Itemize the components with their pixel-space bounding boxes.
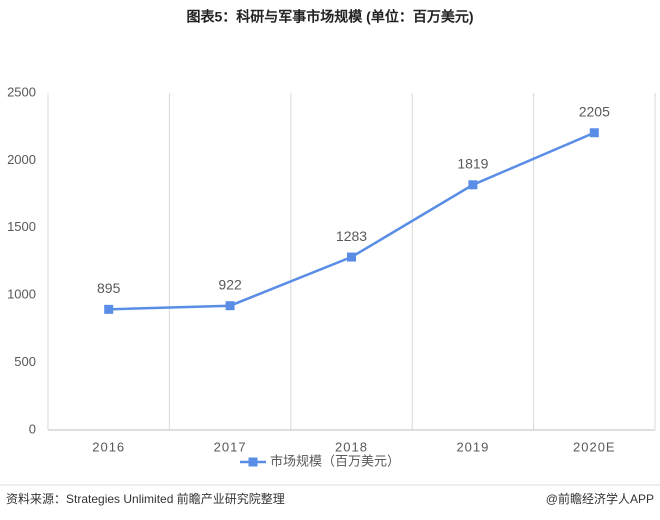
legend-label: 市场规模（百万美元） <box>270 453 400 468</box>
x-tick-label: 2020E <box>573 439 616 454</box>
data-label: 1283 <box>336 228 367 244</box>
data-label: 922 <box>218 276 242 292</box>
line <box>108 131 595 311</box>
marker <box>225 301 235 311</box>
y-tick-label: 0 <box>29 421 36 436</box>
legend-marker <box>248 457 258 467</box>
marker <box>347 252 356 262</box>
y-tick-label: 1000 <box>7 287 36 302</box>
data-label: 895 <box>97 280 121 296</box>
credit: @前瞻经济学人APP <box>546 491 654 506</box>
x-tick-label: 2018 <box>335 439 368 454</box>
y-tick-label: 2500 <box>7 84 36 99</box>
data-label: 2205 <box>579 103 610 119</box>
data-label: 1819 <box>457 156 488 172</box>
marker <box>104 304 114 314</box>
x-tick-label: 2019 <box>456 439 489 454</box>
y-tick-label: 2000 <box>7 152 36 167</box>
y-tick-label: 1500 <box>7 219 36 234</box>
y-tick-label: 500 <box>14 354 36 369</box>
x-tick-label: 2017 <box>214 439 247 454</box>
source: 资料来源：Strategies Unlimited 前瞻产业研究院整理 <box>6 491 285 506</box>
x-tick-label: 2016 <box>92 439 125 454</box>
marker <box>468 180 478 190</box>
marker <box>589 128 599 138</box>
chart-title: 图表5：科研与军事市场规模 (单位：百万美元) <box>187 9 474 25</box>
